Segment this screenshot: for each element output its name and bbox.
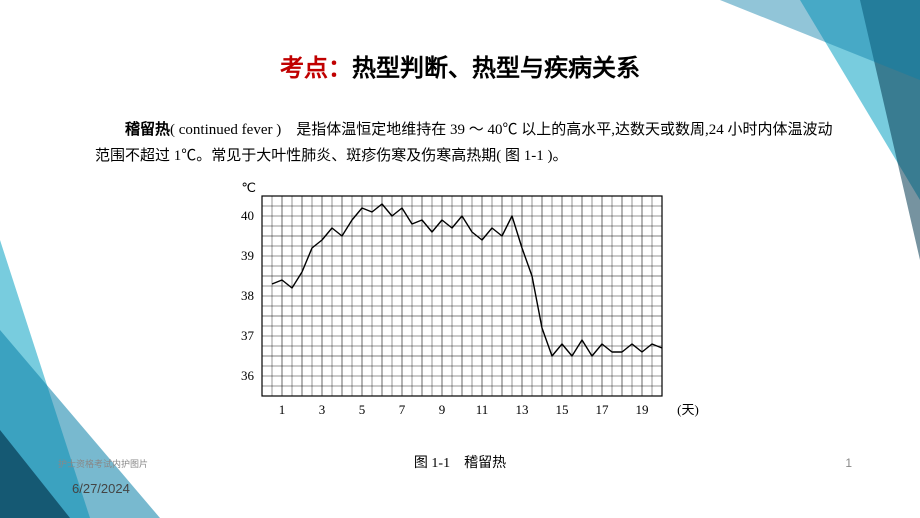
svg-text:5: 5 (359, 402, 366, 417)
title-colon: ： (328, 55, 352, 82)
svg-text:15: 15 (556, 402, 569, 417)
svg-text:17: 17 (596, 402, 610, 417)
slide-title: 考点：热型判断、热型与疾病关系 (0, 48, 920, 83)
svg-text:7: 7 (399, 402, 406, 417)
description-text: 稽留热( continued fever ) 是指体温恒定地维持在 39 ～ 4… (95, 118, 835, 169)
term-en: ( continued fever ) (170, 122, 281, 138)
svg-text:37: 37 (241, 328, 255, 343)
chart-svg: 3637383940℃135791113151719(天) (220, 178, 700, 438)
title-rest: 热型判断、热型与疾病关系 (352, 55, 640, 82)
svg-text:3: 3 (319, 402, 326, 417)
footer-left-text: 护士资格考试内护图片 (58, 457, 148, 470)
svg-text:39: 39 (241, 248, 254, 263)
svg-text:9: 9 (439, 402, 446, 417)
svg-text:11: 11 (476, 402, 489, 417)
title-prefix: 考点 (280, 55, 328, 82)
svg-text:13: 13 (516, 402, 529, 417)
svg-text:38: 38 (241, 288, 254, 303)
svg-text:19: 19 (636, 402, 649, 417)
page-number: 1 (845, 456, 852, 470)
footer-date: 6/27/2024 (72, 481, 130, 496)
fever-chart: 3637383940℃135791113151719(天) (220, 178, 700, 438)
svg-text:1: 1 (279, 402, 286, 417)
svg-text:(天): (天) (677, 402, 699, 417)
svg-text:36: 36 (241, 368, 255, 383)
term-cn: 稽留热 (125, 122, 170, 138)
svg-text:40: 40 (241, 208, 254, 223)
svg-text:℃: ℃ (241, 180, 256, 195)
